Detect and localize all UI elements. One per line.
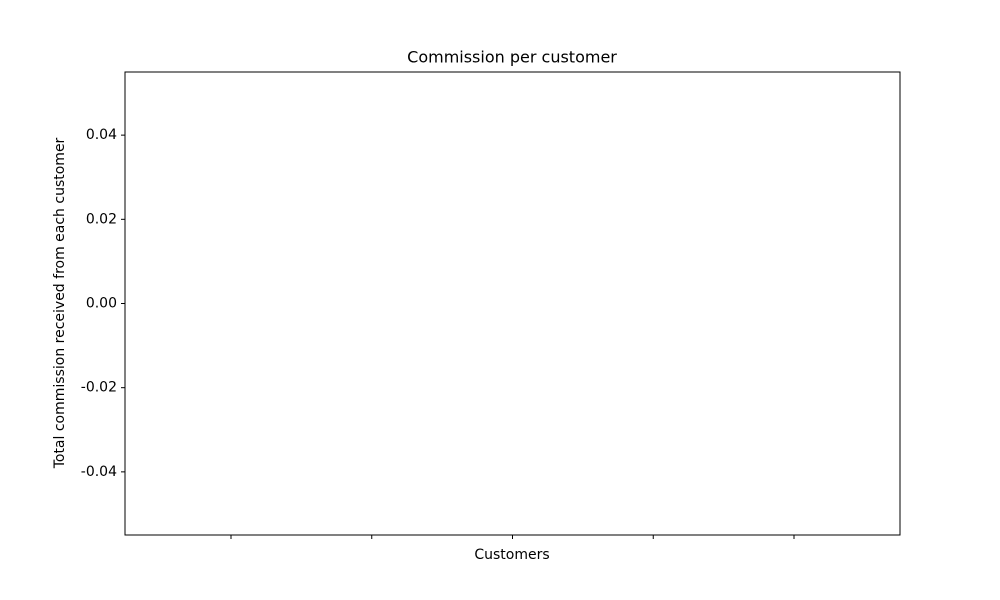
- x-axis-label: Customers: [474, 547, 549, 563]
- y-tick-label: 0.04: [86, 127, 117, 143]
- y-axis-label: Total commission received from each cust…: [52, 137, 68, 469]
- y-tick-label: -0.04: [81, 464, 117, 480]
- chart-title: Commission per customer: [407, 48, 617, 67]
- y-tick-label: 0.00: [86, 296, 117, 312]
- y-tick-label: -0.02: [81, 380, 117, 396]
- plot-frame: [124, 71, 901, 536]
- y-tick-label: 0.02: [86, 211, 117, 227]
